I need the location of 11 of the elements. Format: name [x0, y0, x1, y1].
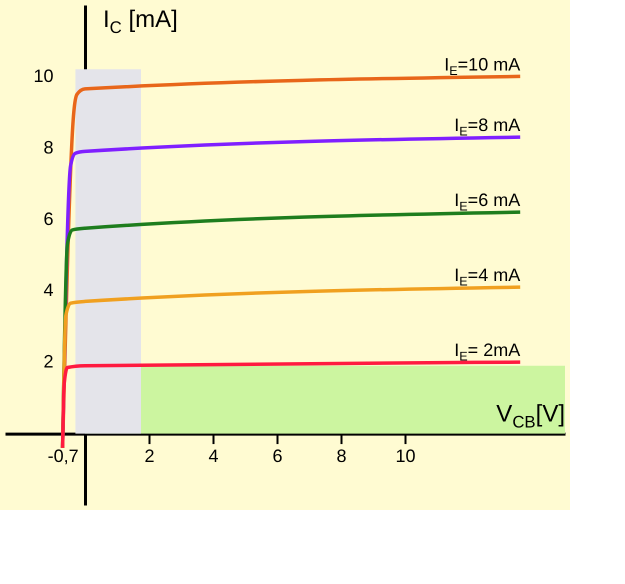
x-tick-label: 10 — [395, 446, 416, 466]
x-tick-label: 8 — [336, 446, 347, 466]
x-tick-label: 6 — [272, 446, 283, 466]
y-tick-label: 10 — [33, 66, 54, 86]
x-tick-label: -0,7 — [48, 446, 79, 466]
x-tick-label: 2 — [144, 446, 155, 466]
x-tick-label: 4 — [208, 446, 219, 466]
y-tick-label: 8 — [43, 137, 54, 158]
y-tick-label: 6 — [43, 208, 54, 229]
y-tick-label: 4 — [43, 280, 54, 300]
y-tick-label: 2 — [43, 352, 54, 372]
